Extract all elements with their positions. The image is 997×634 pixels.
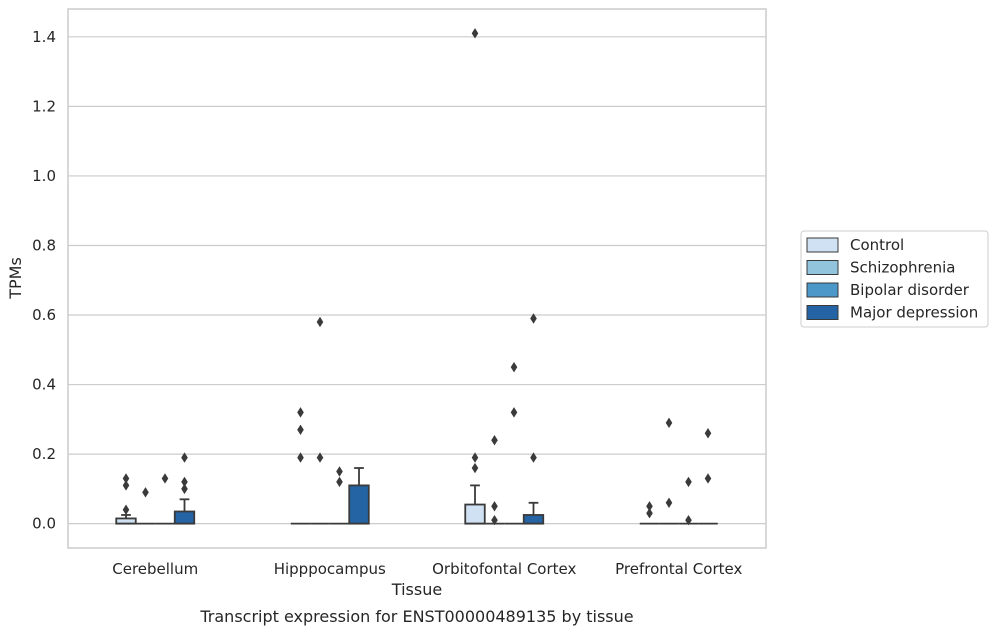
outlier-point (161, 473, 169, 484)
outlier-point (297, 452, 304, 463)
x-axis-label: Tissue (391, 580, 442, 599)
outlier-point (685, 514, 692, 526)
box-group (464, 484, 486, 525)
x-tick-label: Prefrontal Cortex (615, 560, 742, 578)
outlier-point (665, 497, 673, 508)
x-tick-label: Hipppocampus (274, 560, 386, 578)
outlier-point (491, 501, 498, 512)
box-group (115, 514, 137, 525)
legend-label: Major depression (850, 304, 978, 322)
outliers (122, 28, 712, 526)
outlier-point (122, 473, 130, 484)
box (464, 503, 486, 525)
outlier-point (646, 501, 653, 512)
boxes (115, 467, 718, 525)
y-tick-label: 0.6 (32, 306, 56, 324)
outlier-point (491, 514, 498, 526)
legend-label: Bipolar disorder (850, 281, 970, 299)
outlier-point (181, 452, 188, 463)
legend-swatch (806, 260, 839, 275)
y-tick-label: 0.2 (32, 445, 56, 463)
x-tick-labels: Cerebellum Hipppocampus Orbitofontal Corte… (112, 560, 742, 578)
legend-swatch (806, 305, 839, 320)
outlier-point (704, 473, 712, 484)
y-tick-label: 1.4 (32, 28, 56, 46)
outlier-point (316, 452, 324, 463)
chart-caption: Transcript expression for ENST0000048913… (199, 607, 633, 626)
outlier-point (510, 361, 518, 373)
outlier-point (471, 452, 479, 463)
outlier-point (122, 504, 130, 515)
outlier-point (510, 407, 518, 418)
outlier-point (491, 435, 498, 446)
outlier-point (316, 316, 324, 328)
outlier-point (142, 487, 149, 498)
y-tick-label: 1.2 (32, 97, 56, 115)
box (522, 514, 545, 525)
y-tick-label: 1.0 (32, 167, 56, 185)
y-tick-labels: 0.0 0.2 0.4 0.6 0.8 1.0 1.2 1.4 (32, 28, 56, 533)
outlier-point (530, 452, 537, 463)
y-tick-label: 0.4 (32, 376, 56, 394)
outlier-point (646, 508, 653, 519)
outlier-point (181, 476, 188, 488)
plot-frame (67, 8, 767, 549)
y-tick-label: 0.0 (32, 515, 56, 533)
x-tick-label: Cerebellum (112, 560, 198, 578)
legend: Control Schizophrenia Bipolar disorder Majo… (800, 230, 989, 328)
plot-area (68, 9, 766, 548)
box (348, 484, 370, 525)
y-tick-label: 0.8 (32, 236, 56, 254)
outlier-point (122, 480, 130, 491)
legend-label: Schizophrenia (850, 259, 955, 277)
box (173, 510, 196, 525)
outlier-point (471, 462, 479, 474)
box-group (173, 498, 196, 525)
legend-swatch (806, 237, 839, 253)
outlier-point (704, 428, 712, 439)
outlier-point (665, 417, 673, 429)
outlier-point (471, 28, 479, 39)
outlier-point (181, 483, 188, 495)
outlier-point (297, 424, 304, 435)
y-axis-label: TPMs (6, 257, 25, 300)
box-group (522, 501, 545, 525)
legend-swatch (806, 282, 839, 298)
x-tick-label: Orbitofontal Cortex (432, 560, 576, 578)
legend-label: Control (850, 236, 904, 254)
outlier-point (336, 466, 343, 477)
outlier-point (297, 407, 304, 418)
legend-frame (800, 230, 989, 328)
box-group (348, 467, 370, 525)
outlier-point (530, 313, 537, 324)
outlier-point (685, 476, 692, 488)
outlier-point (336, 476, 343, 488)
